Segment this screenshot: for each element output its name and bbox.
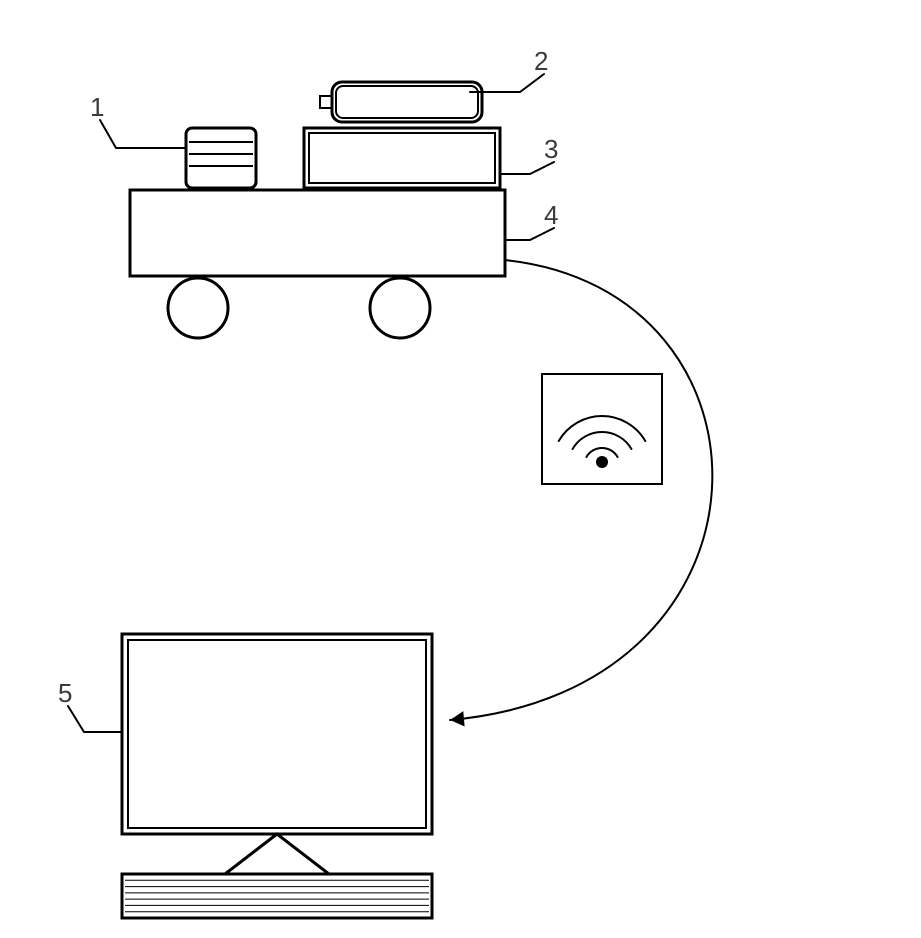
callout-2: 2 (470, 46, 548, 92)
callout-3-label: 3 (544, 134, 558, 164)
monitor-screen (122, 634, 432, 834)
callout-5: 5 (58, 678, 122, 732)
monitor (122, 634, 432, 918)
robot-cart (130, 82, 505, 338)
callout-3: 3 (500, 134, 558, 174)
callout-1-label: 1 (90, 92, 104, 122)
arrow-head (450, 711, 465, 726)
robot-wheel-2 (370, 278, 430, 338)
controller-box (304, 128, 500, 188)
monitor-stand (225, 834, 329, 874)
callout-1: 1 (90, 92, 186, 148)
robot-wheel-1 (168, 278, 228, 338)
data-flow-arrow (450, 260, 712, 726)
wifi-icon (542, 374, 662, 484)
callout-4-label: 4 (544, 200, 558, 230)
camera-lens (320, 96, 332, 108)
lidar-sensor (186, 128, 256, 188)
camera (320, 82, 482, 122)
callout-5-label: 5 (58, 678, 72, 708)
robot-body (130, 190, 505, 276)
monitor-base (122, 874, 432, 918)
callout-4: 4 (505, 200, 558, 240)
callout-2-label: 2 (534, 46, 548, 76)
